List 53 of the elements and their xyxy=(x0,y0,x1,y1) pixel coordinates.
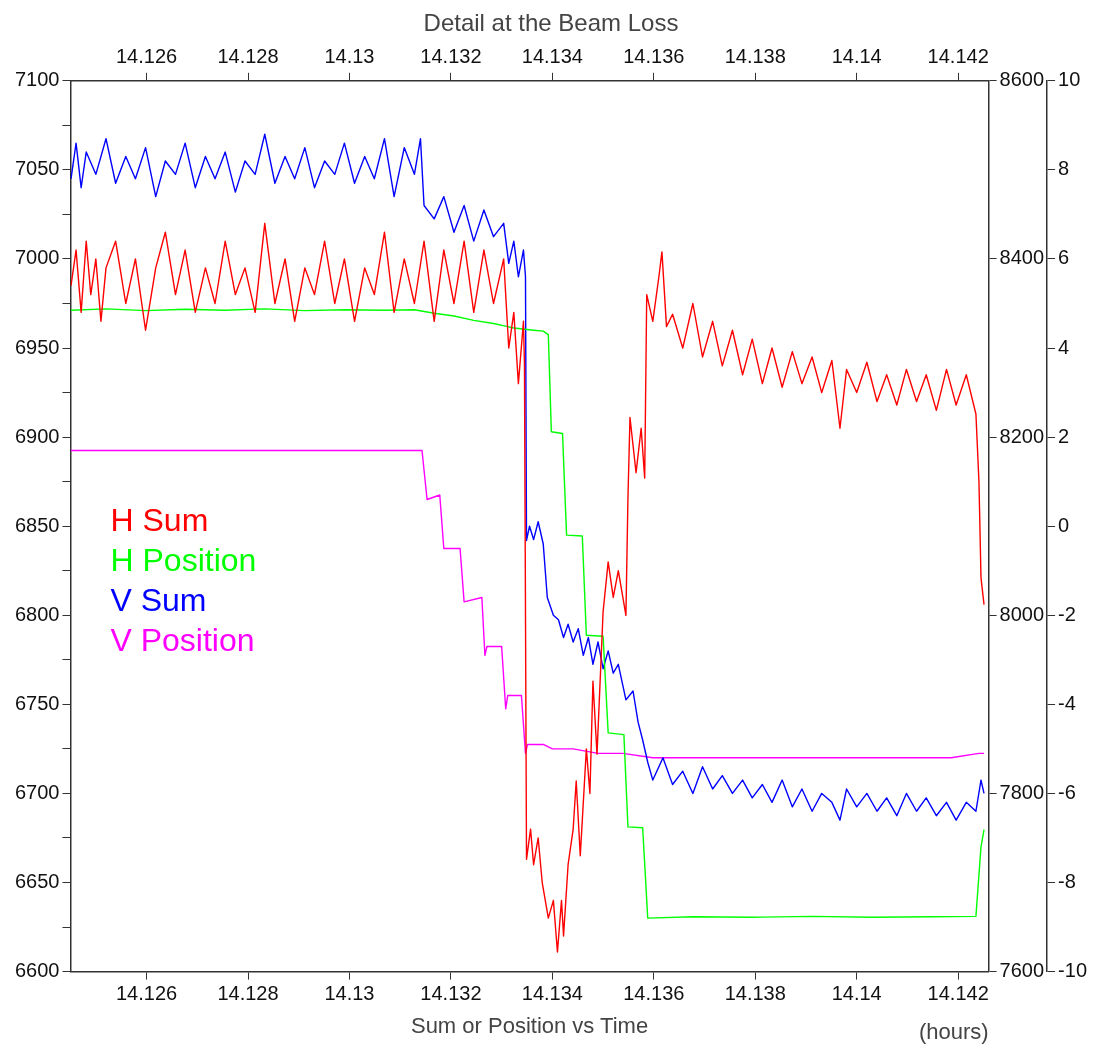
x-axis-title: Sum or Position vs Time xyxy=(410,1012,649,1038)
y2-tick-label: 8000 xyxy=(999,602,1045,625)
text: H Sum xyxy=(110,502,209,539)
x2-tick-label: 14.142 xyxy=(927,45,989,68)
y-tick-label: 6800 xyxy=(14,602,60,625)
x-tick-label: 14.13 xyxy=(324,982,375,1005)
y2-tick-label: 8400 xyxy=(999,246,1045,269)
x-tick-label: 14.126 xyxy=(115,982,178,1005)
x-tick-label: 14.138 xyxy=(724,982,786,1005)
y-tick-label: 6600 xyxy=(14,959,60,982)
text: V Sum xyxy=(110,582,207,619)
y3-tick-label: -4 xyxy=(1058,691,1076,714)
x2-tick-label: 14.14 xyxy=(831,45,882,68)
x2-tick-label: 14.126 xyxy=(115,45,178,68)
x2-tick-label: 14.132 xyxy=(420,45,482,68)
x2-tick-label: 14.138 xyxy=(724,45,786,68)
y-tick-label: 6850 xyxy=(14,513,60,536)
y-tick-label: 7000 xyxy=(14,246,60,269)
x-tick-label: 14.128 xyxy=(217,982,279,1005)
chart-title: Detail at the Beam Loss xyxy=(423,9,679,37)
text: V Position xyxy=(110,622,255,659)
x2-tick-label: 14.134 xyxy=(521,45,583,68)
y-tick-label: 6700 xyxy=(14,780,60,803)
y3-tick-label: 8 xyxy=(1058,157,1070,180)
y3-tick-label: 10 xyxy=(1058,68,1081,91)
y3-tick-label: -8 xyxy=(1058,870,1076,893)
text: H Position xyxy=(110,542,257,579)
x-tick-label: 14.134 xyxy=(521,982,583,1005)
y-tick-label: 7100 xyxy=(14,68,60,91)
y3-tick-label: 6 xyxy=(1058,246,1070,269)
x-tick-label: 14.142 xyxy=(927,982,989,1005)
y2-tick-label: 7600 xyxy=(999,959,1045,982)
x2-tick-label: 14.128 xyxy=(217,45,279,68)
y3-tick-label: 4 xyxy=(1058,335,1070,358)
y-tick-label: 6900 xyxy=(14,424,60,447)
x-tick-label: 14.132 xyxy=(420,982,482,1005)
text: (hours) xyxy=(918,1019,989,1045)
x2-tick-label: 14.13 xyxy=(324,45,375,68)
y3-tick-label: -2 xyxy=(1058,602,1076,625)
y2-tick-label: 8600 xyxy=(999,68,1045,91)
y-tick-label: 6750 xyxy=(14,691,60,714)
y3-tick-label: -10 xyxy=(1058,959,1087,982)
y-tick-label: 7050 xyxy=(14,157,60,180)
y2-tick-label: 7800 xyxy=(999,780,1045,803)
x-tick-label: 14.14 xyxy=(831,982,882,1005)
y2-tick-label: 8200 xyxy=(999,424,1045,447)
x2-tick-label: 14.136 xyxy=(623,45,685,68)
y3-tick-label: -6 xyxy=(1058,780,1076,803)
y3-tick-label: 2 xyxy=(1058,424,1070,447)
y-tick-label: 6950 xyxy=(14,335,60,358)
y3-tick-label: 0 xyxy=(1058,513,1070,536)
y-tick-label: 6650 xyxy=(14,870,60,893)
x-tick-label: 14.136 xyxy=(623,982,685,1005)
